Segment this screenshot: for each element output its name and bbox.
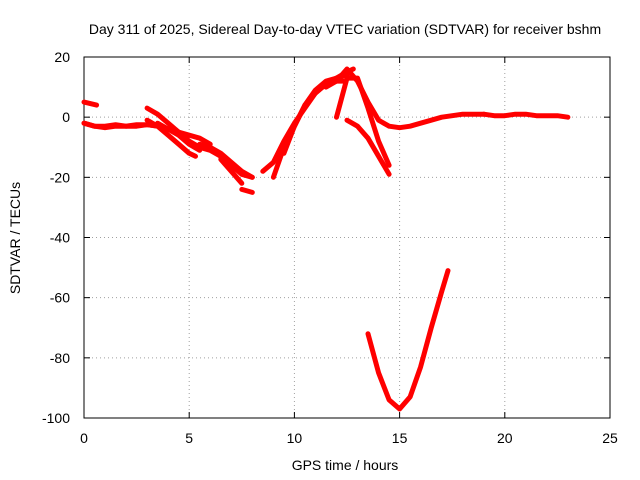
y-tick-label: -60: [50, 290, 70, 306]
x-tick-label: 20: [497, 430, 513, 446]
x-tick-label: 25: [602, 430, 618, 446]
series-arc8: [218, 156, 245, 186]
series-arc6: [155, 120, 203, 153]
x-tick-label: 10: [287, 430, 303, 446]
series-arc17: [481, 111, 571, 120]
y-axis-label: SDTVAR / TECUs: [7, 182, 23, 294]
series-arc5: [144, 117, 198, 159]
series-arc7: [197, 141, 255, 180]
series-arc9: [239, 186, 255, 195]
y-tick-label: -100: [42, 410, 70, 426]
y-tick-label: 20: [54, 49, 70, 65]
series-arc14: [334, 75, 392, 168]
x-tick-label: 5: [185, 430, 193, 446]
x-tick-label: 0: [80, 430, 88, 446]
grid-lines: [84, 57, 610, 418]
x-axis-label: GPS time / hours: [292, 457, 399, 473]
y-tick-label: -20: [50, 169, 70, 185]
plot-frame: [83, 56, 611, 419]
series-arc13: [323, 66, 487, 131]
series-arc10: [260, 66, 356, 174]
y-tick-label: 0: [62, 109, 70, 125]
series-arc3: [81, 99, 100, 108]
x-tick-label: 15: [392, 430, 408, 446]
series-arc16: [365, 268, 451, 412]
y-tick-label: -40: [50, 230, 70, 246]
y-tick-label: -80: [50, 350, 70, 366]
chart-title: Day 311 of 2025, Sidereal Day-to-day VTE…: [89, 21, 601, 37]
y-axis-ticks: -100 -80 -60 -40 -20 0 20: [42, 49, 610, 426]
x-axis-ticks: 0 5 10 15 20 25: [80, 57, 618, 446]
data-series: [81, 66, 571, 412]
series-arc15: [344, 117, 392, 177]
series-arc11: [270, 72, 350, 180]
